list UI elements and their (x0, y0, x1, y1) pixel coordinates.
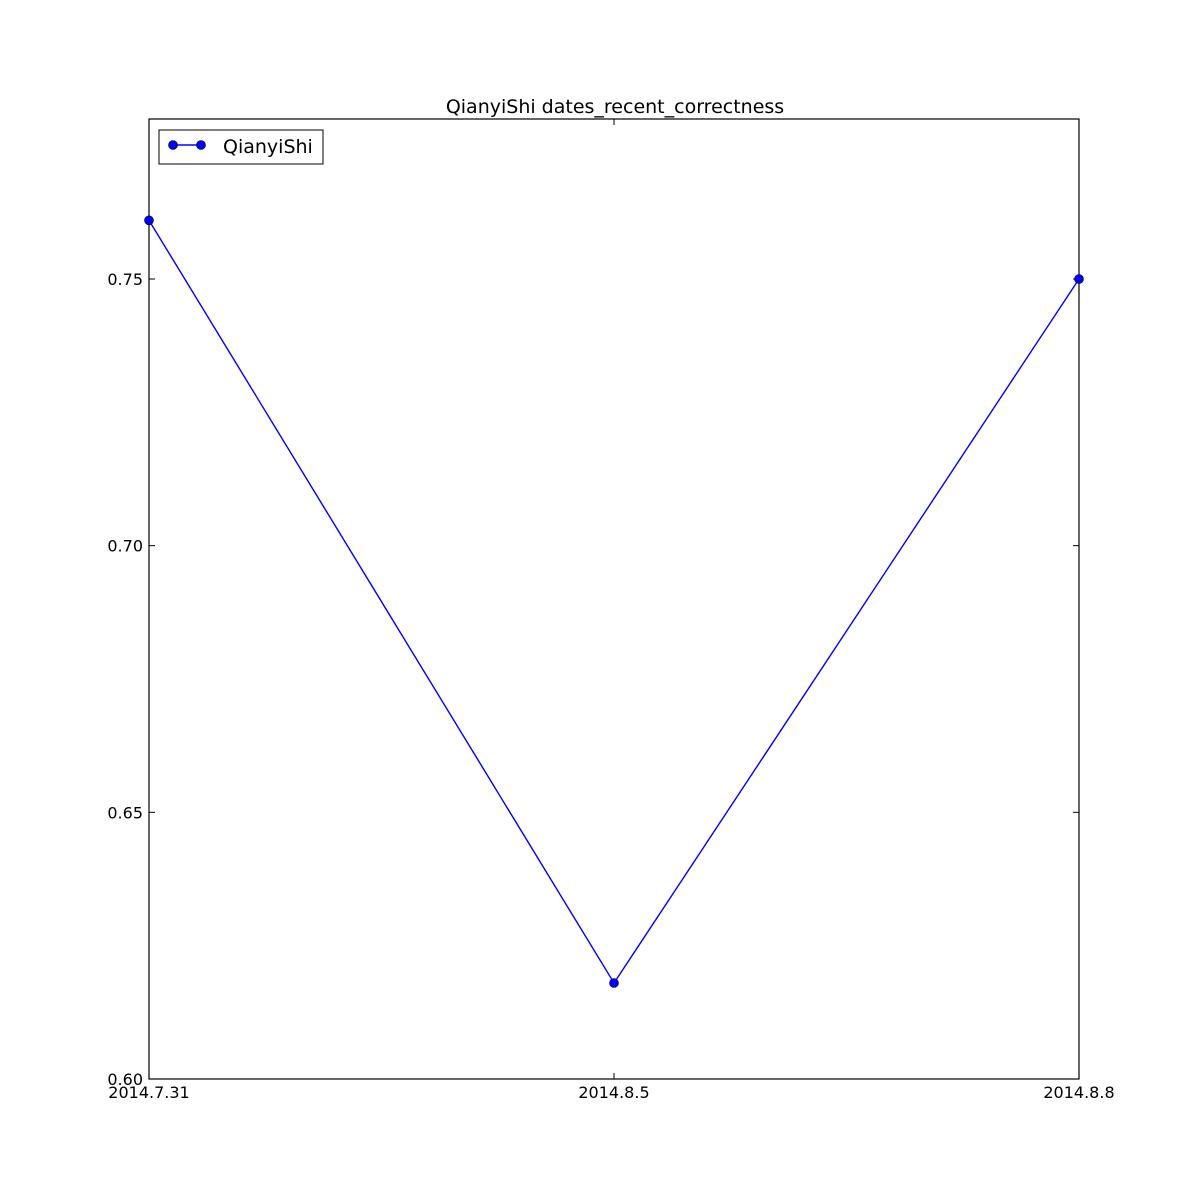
y-tick-label: 0.60 (107, 1070, 143, 1089)
x-axis: 2014.7.31 2014.8.5 2014.8.8 (108, 119, 1115, 1102)
x-tick-label: 2014.7.31 (108, 1083, 189, 1102)
data-point-2 (609, 978, 619, 988)
x-tick-label: 2014.8.5 (578, 1083, 649, 1102)
plot-area (148, 118, 1080, 1080)
y-tick-label: 0.65 (107, 803, 143, 822)
legend-label-qianyishi: QianyiShi (223, 136, 313, 158)
legend-box (158, 129, 324, 165)
data-point-1 (144, 215, 154, 226)
y-tick-label: 0.75 (107, 270, 143, 289)
series-points (144, 215, 1084, 988)
data-point-3 (1074, 274, 1084, 284)
legend-marker-left (168, 140, 178, 150)
x-tick-label: 2014.8.8 (1043, 1083, 1114, 1102)
series-layer (144, 215, 1084, 988)
chart-title: QianyiShi dates_recent_correctness (446, 96, 784, 118)
legend: QianyiShi (158, 129, 324, 165)
y-axis: 0.60 0.65 0.70 0.75 (107, 270, 1079, 1089)
legend-marker-right (196, 140, 206, 150)
y-tick-label: 0.70 (107, 537, 143, 556)
